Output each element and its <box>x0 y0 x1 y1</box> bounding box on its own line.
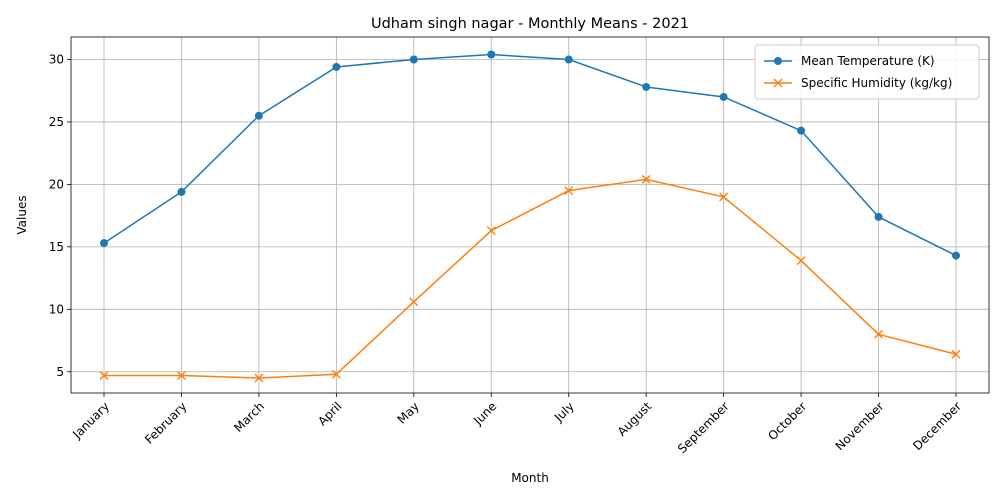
data-point <box>99 371 109 381</box>
data-point <box>100 239 108 248</box>
data-point <box>642 82 651 91</box>
data-point <box>486 226 496 236</box>
x-tick-label: September <box>675 399 732 456</box>
plot-frame <box>70 36 990 394</box>
series-line <box>104 178 957 379</box>
data-point <box>952 251 960 260</box>
y-tick-label: 30 <box>49 52 64 66</box>
data-point <box>719 92 728 101</box>
x-tick-label: December <box>910 399 964 453</box>
chart-title: Udham singh nagar - Monthly Means - 2021 <box>371 16 689 32</box>
x-tick-label: July <box>551 399 577 425</box>
legend-label: Specific Humidity (kg/kg) <box>801 76 952 90</box>
legend-entry: Specific Humidity (kg/kg) <box>764 76 952 90</box>
legend-label: Mean Temperature (K) <box>801 54 935 68</box>
data-point <box>254 111 263 120</box>
legend: Mean Temperature (K) Specific Humidity (k… <box>754 44 980 100</box>
data-point <box>564 55 573 64</box>
data-point <box>719 192 729 202</box>
data-point <box>487 50 496 59</box>
y-axis-title: Values <box>15 195 29 234</box>
data-point <box>332 62 341 71</box>
series-line <box>103 53 957 257</box>
x-tick-label: April <box>315 399 344 428</box>
y-tick-label: 20 <box>49 177 64 191</box>
y-tick-label: 10 <box>49 302 64 316</box>
data-point <box>874 329 884 339</box>
data-point <box>409 55 418 64</box>
legend-box <box>754 44 980 100</box>
y-tick-label: 25 <box>49 115 64 129</box>
data-point <box>797 126 806 135</box>
data-point <box>641 174 651 184</box>
x-tick-label: February <box>142 399 190 447</box>
data-point <box>177 187 186 196</box>
x-tick-label: May <box>394 399 421 426</box>
legend-entry: Mean Temperature (K) <box>764 54 935 68</box>
y-tick-label: 5 <box>56 365 64 379</box>
data-point <box>874 212 883 221</box>
data-point <box>796 256 806 266</box>
data-point <box>176 371 186 381</box>
data-point <box>564 186 574 196</box>
x-tick-label: November <box>833 399 887 453</box>
x-tick-label: June <box>470 399 499 428</box>
x-tick-label: August <box>615 399 655 439</box>
data-point <box>409 297 419 307</box>
ticks: January February March April May June July Augu… <box>49 52 964 456</box>
data-point <box>254 373 264 383</box>
x-axis-title: Month <box>511 471 549 485</box>
x-tick-label: January <box>69 399 112 442</box>
x-tick-label: October <box>765 399 809 443</box>
data-point <box>331 369 341 379</box>
x-tick-label: March <box>231 399 267 435</box>
series-layer <box>99 50 961 383</box>
y-tick-label: 15 <box>49 240 64 254</box>
data-point <box>951 349 961 359</box>
